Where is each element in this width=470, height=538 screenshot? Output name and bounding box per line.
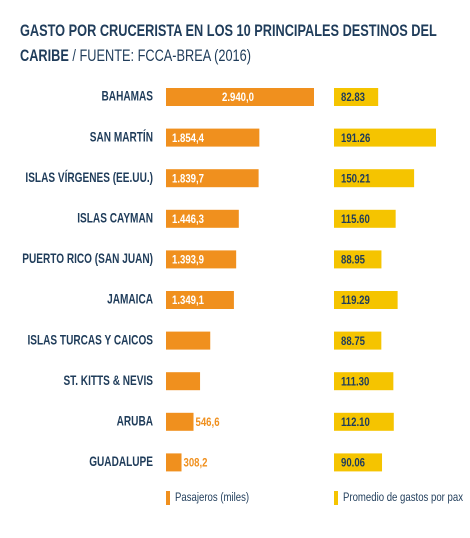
category-label: SAN MARTÍN xyxy=(90,128,153,145)
value-label: 1.854,4 xyxy=(172,132,204,145)
bar xyxy=(166,453,182,472)
category-label: ISLAS TURCAS Y CAICOS xyxy=(27,332,153,348)
value-label: 546,6 xyxy=(196,416,220,429)
value-label: 879,0 xyxy=(212,335,236,348)
chart-subtitle: / FUENTE: FCCA-BREA (2016) xyxy=(72,46,251,65)
bar xyxy=(166,128,260,147)
value-label: 150.21 xyxy=(341,172,370,185)
bar xyxy=(166,250,237,269)
bar xyxy=(334,412,394,431)
legend-label: Promedio de gastos por pax xyxy=(343,491,463,504)
bar xyxy=(334,372,394,391)
legend-label: Pasajeros (miles) xyxy=(175,491,249,504)
category-label: PUERTO RICO (SAN JUAN) xyxy=(22,250,153,266)
value-label: 112.10 xyxy=(341,416,370,429)
category-label: ISLAS VÍRGENES (EE.UU.) xyxy=(25,168,153,185)
bar xyxy=(334,250,382,269)
value-label: 82.83 xyxy=(341,91,365,104)
bar xyxy=(334,128,436,147)
bar xyxy=(334,209,396,228)
category-label: ARUBA xyxy=(117,413,154,429)
legend-swatch xyxy=(166,491,170,505)
value-label: 115.60 xyxy=(341,213,370,226)
bar xyxy=(166,88,314,106)
value-label: 1.393,9 xyxy=(172,254,204,267)
value-label: 88.75 xyxy=(341,335,365,348)
value-label: 308,2 xyxy=(184,457,208,470)
chart-heading: GASTO POR CRUCERISTA EN LOS 10 PRINCIPAL… xyxy=(20,18,455,68)
category-label: JAMAICA xyxy=(107,291,153,307)
bar xyxy=(334,169,415,188)
bar xyxy=(334,331,382,350)
category-label: ISLAS CAYMAN xyxy=(77,210,153,226)
value-label: 2.940,0 xyxy=(222,91,254,104)
legend-swatch xyxy=(334,491,338,505)
value-label: 676,5 xyxy=(202,375,226,388)
value-label: 1.446,3 xyxy=(172,213,204,226)
bar xyxy=(166,331,211,350)
bar xyxy=(166,169,259,188)
value-label: 111.30 xyxy=(341,375,369,388)
bar xyxy=(166,291,234,309)
category-label: ST. KITTS & NEVIS xyxy=(63,372,153,388)
bar xyxy=(166,209,239,228)
category-label: GUADALUPE xyxy=(89,453,153,469)
category-label: BAHAMAS xyxy=(102,88,153,104)
value-label: 191.26 xyxy=(341,132,370,145)
value-label: 1.839,7 xyxy=(172,172,204,185)
bar xyxy=(334,453,383,472)
value-label: 88.95 xyxy=(341,254,365,267)
bar xyxy=(166,412,194,431)
bar xyxy=(334,88,379,106)
chart-title: GASTO POR CRUCERISTA EN LOS 10 PRINCIPAL… xyxy=(20,21,437,65)
value-label: 90.06 xyxy=(341,457,365,470)
value-label: 1.349,1 xyxy=(172,294,204,307)
bar xyxy=(166,372,201,391)
bar xyxy=(334,291,398,309)
value-label: 119.29 xyxy=(341,294,370,307)
